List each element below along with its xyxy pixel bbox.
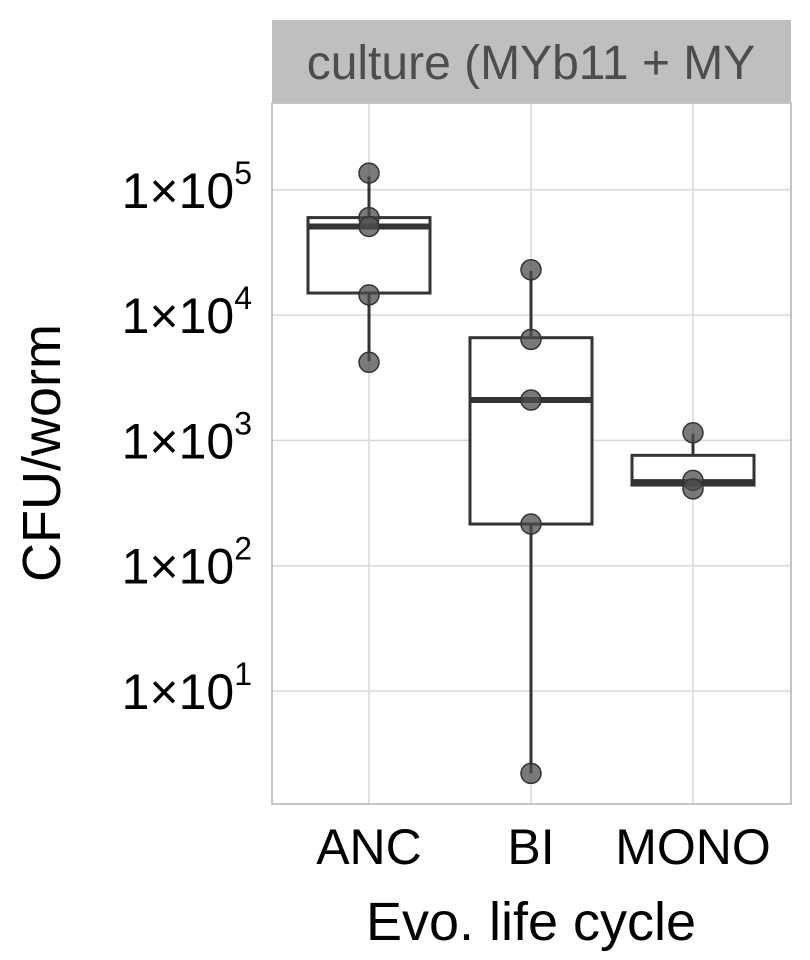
y-tick-exponent: 1 bbox=[234, 656, 252, 692]
y-tick-label: 1×101 bbox=[122, 656, 252, 720]
y-tick-base: 1×10 bbox=[122, 413, 235, 469]
y-tick-exponent: 2 bbox=[234, 531, 252, 567]
data-point-mono bbox=[682, 478, 704, 500]
data-point-bi bbox=[520, 389, 542, 411]
facet-strip bbox=[272, 20, 791, 102]
data-point-bi bbox=[520, 328, 542, 351]
box-iqr bbox=[468, 336, 594, 526]
y-tick-base: 1×10 bbox=[122, 664, 235, 720]
y-tick-label: 1×102 bbox=[122, 531, 252, 595]
panel-border bbox=[271, 102, 792, 805]
y-axis-title: CFU/worm bbox=[12, 324, 72, 582]
data-point-anc bbox=[358, 215, 380, 238]
x-tick-label-bi: BI bbox=[507, 819, 554, 875]
data-point-bi bbox=[520, 259, 542, 281]
y-tick-base: 1×10 bbox=[122, 163, 235, 219]
data-point-anc bbox=[358, 351, 380, 374]
data-point-anc bbox=[358, 284, 380, 306]
boxes bbox=[306, 176, 756, 774]
x-tick-label-anc: ANC bbox=[316, 819, 422, 875]
y-tick-label: 1×105 bbox=[122, 155, 252, 219]
y-tick-exponent: 5 bbox=[234, 155, 252, 191]
points bbox=[358, 162, 704, 785]
data-point-anc bbox=[358, 162, 380, 184]
y-tick-base: 1×10 bbox=[122, 288, 235, 344]
y-tick-label: 1×104 bbox=[122, 280, 252, 344]
data-point-bi bbox=[520, 762, 542, 785]
data-point-mono bbox=[682, 422, 704, 444]
box-bi bbox=[468, 270, 594, 774]
facet-label: culture (MYb11 + MY bbox=[307, 37, 756, 90]
x-tick-label-mono: MONO bbox=[615, 819, 771, 875]
x-axis: ANC BI MONO bbox=[316, 819, 771, 875]
y-tick-base: 1×10 bbox=[122, 539, 235, 595]
y-tick-exponent: 4 bbox=[234, 280, 252, 316]
data-point-bi bbox=[520, 513, 542, 535]
y-tick-label: 1×103 bbox=[122, 405, 252, 469]
y-tick-exponent: 3 bbox=[234, 405, 252, 441]
x-axis-title: Evo. life cycle bbox=[366, 892, 696, 952]
